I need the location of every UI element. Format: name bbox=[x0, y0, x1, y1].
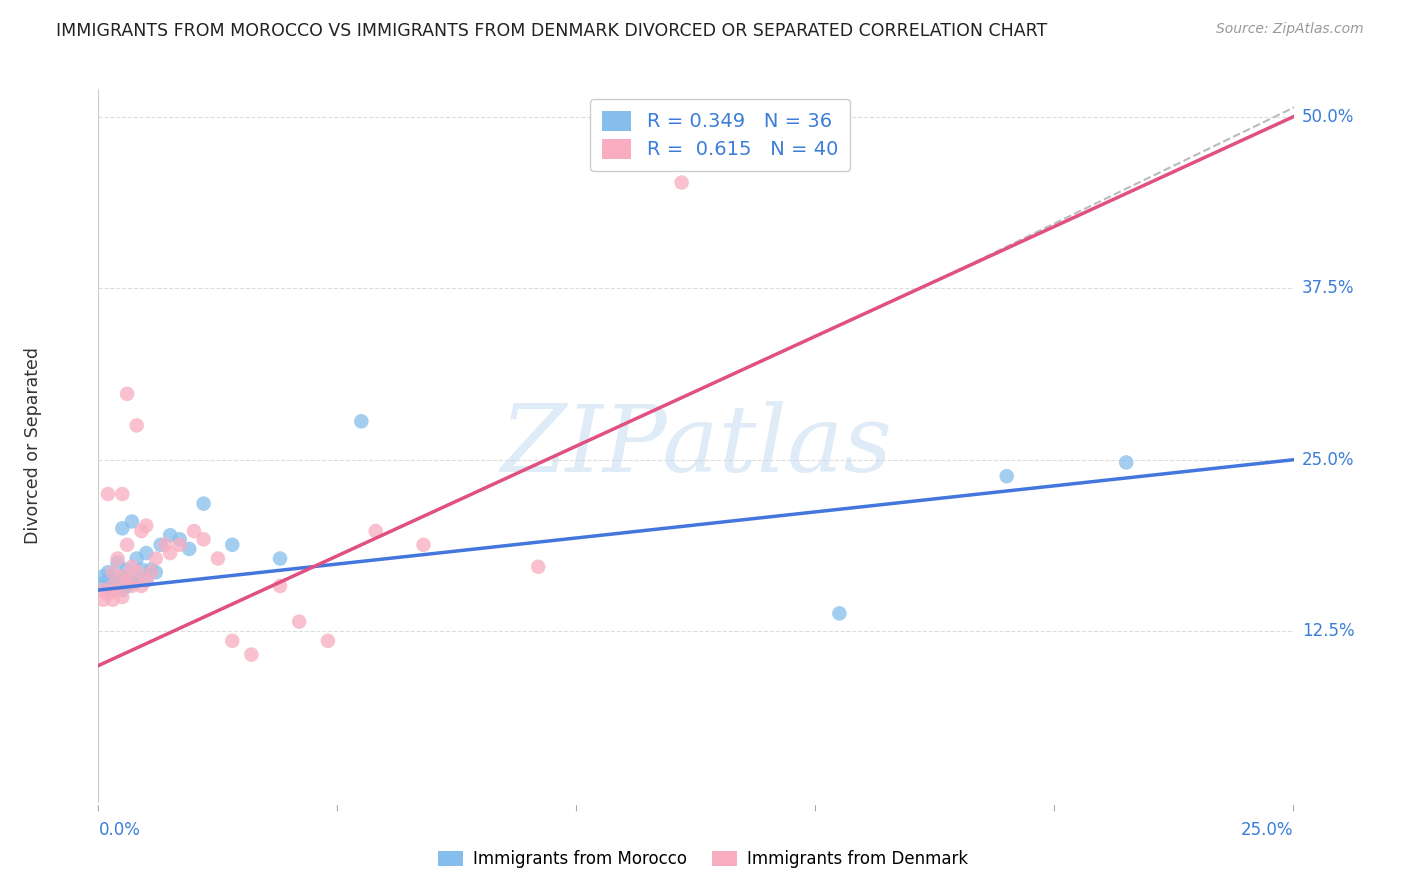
Point bbox=[139, 562, 162, 576]
Point bbox=[135, 574, 157, 588]
Point bbox=[111, 487, 134, 501]
Point bbox=[135, 518, 157, 533]
Point bbox=[115, 562, 138, 576]
Point bbox=[125, 574, 148, 588]
Point bbox=[97, 487, 120, 501]
Point bbox=[121, 579, 143, 593]
Point bbox=[193, 533, 215, 547]
Point bbox=[115, 574, 138, 588]
Point bbox=[91, 592, 114, 607]
Point bbox=[135, 574, 157, 588]
Point bbox=[269, 551, 291, 566]
Legend: Immigrants from Morocco, Immigrants from Denmark: Immigrants from Morocco, Immigrants from… bbox=[432, 844, 974, 875]
Text: 37.5%: 37.5% bbox=[1302, 279, 1354, 297]
Point bbox=[145, 551, 167, 566]
Text: 0.0%: 0.0% bbox=[98, 821, 141, 838]
Point bbox=[221, 633, 243, 648]
Point bbox=[91, 576, 114, 591]
Text: 50.0%: 50.0% bbox=[1302, 108, 1354, 126]
Point bbox=[269, 579, 291, 593]
Point bbox=[350, 414, 373, 428]
Point bbox=[121, 559, 143, 574]
Point bbox=[115, 538, 138, 552]
Point bbox=[207, 551, 229, 566]
Text: Source: ZipAtlas.com: Source: ZipAtlas.com bbox=[1216, 22, 1364, 37]
Point bbox=[183, 524, 205, 538]
Point bbox=[364, 524, 387, 538]
Point bbox=[101, 579, 124, 593]
Point bbox=[288, 615, 311, 629]
Point bbox=[97, 587, 120, 601]
Point bbox=[101, 566, 124, 580]
Point bbox=[111, 569, 134, 583]
Point bbox=[179, 541, 201, 556]
Text: ZIPatlas: ZIPatlas bbox=[501, 401, 891, 491]
Point bbox=[316, 633, 339, 648]
Point bbox=[159, 528, 181, 542]
Point bbox=[139, 566, 162, 580]
Point bbox=[101, 583, 124, 598]
Point bbox=[193, 497, 215, 511]
Point bbox=[125, 566, 148, 580]
Text: 25.0%: 25.0% bbox=[1241, 821, 1294, 838]
Point bbox=[97, 566, 120, 580]
Point bbox=[131, 524, 153, 538]
Point bbox=[115, 387, 138, 401]
Point bbox=[121, 576, 143, 591]
Point bbox=[115, 579, 138, 593]
Point bbox=[107, 583, 129, 598]
Point bbox=[828, 607, 851, 621]
Point bbox=[145, 566, 167, 580]
Point bbox=[1115, 455, 1137, 469]
Point bbox=[107, 556, 129, 570]
Text: Divorced or Separated: Divorced or Separated bbox=[24, 348, 42, 544]
Point bbox=[101, 592, 124, 607]
Point bbox=[125, 418, 148, 433]
Point bbox=[169, 538, 191, 552]
Point bbox=[169, 533, 191, 547]
Point bbox=[125, 551, 148, 566]
Text: 12.5%: 12.5% bbox=[1302, 623, 1354, 640]
Point bbox=[111, 569, 134, 583]
Point bbox=[240, 648, 263, 662]
Point bbox=[107, 551, 129, 566]
Point bbox=[159, 546, 181, 560]
Point bbox=[107, 579, 129, 593]
Point bbox=[101, 569, 124, 583]
Point bbox=[111, 583, 134, 598]
Point bbox=[131, 562, 153, 576]
Point bbox=[101, 576, 124, 591]
Point bbox=[995, 469, 1018, 483]
Point bbox=[121, 515, 143, 529]
Point bbox=[135, 546, 157, 560]
Text: 25.0%: 25.0% bbox=[1302, 450, 1354, 468]
Point bbox=[91, 569, 114, 583]
Point bbox=[107, 574, 129, 588]
Point bbox=[111, 521, 134, 535]
Point bbox=[111, 590, 134, 604]
Point bbox=[97, 579, 120, 593]
Legend: R = 0.349   N = 36, R =  0.615   N = 40: R = 0.349 N = 36, R = 0.615 N = 40 bbox=[591, 99, 849, 171]
Point bbox=[91, 583, 114, 598]
Point bbox=[671, 176, 693, 190]
Point bbox=[527, 559, 550, 574]
Point bbox=[97, 574, 120, 588]
Text: IMMIGRANTS FROM MOROCCO VS IMMIGRANTS FROM DENMARK DIVORCED OR SEPARATED CORRELA: IMMIGRANTS FROM MOROCCO VS IMMIGRANTS FR… bbox=[56, 22, 1047, 40]
Point bbox=[221, 538, 243, 552]
Point bbox=[149, 538, 172, 552]
Point bbox=[131, 579, 153, 593]
Point bbox=[155, 538, 177, 552]
Point bbox=[412, 538, 434, 552]
